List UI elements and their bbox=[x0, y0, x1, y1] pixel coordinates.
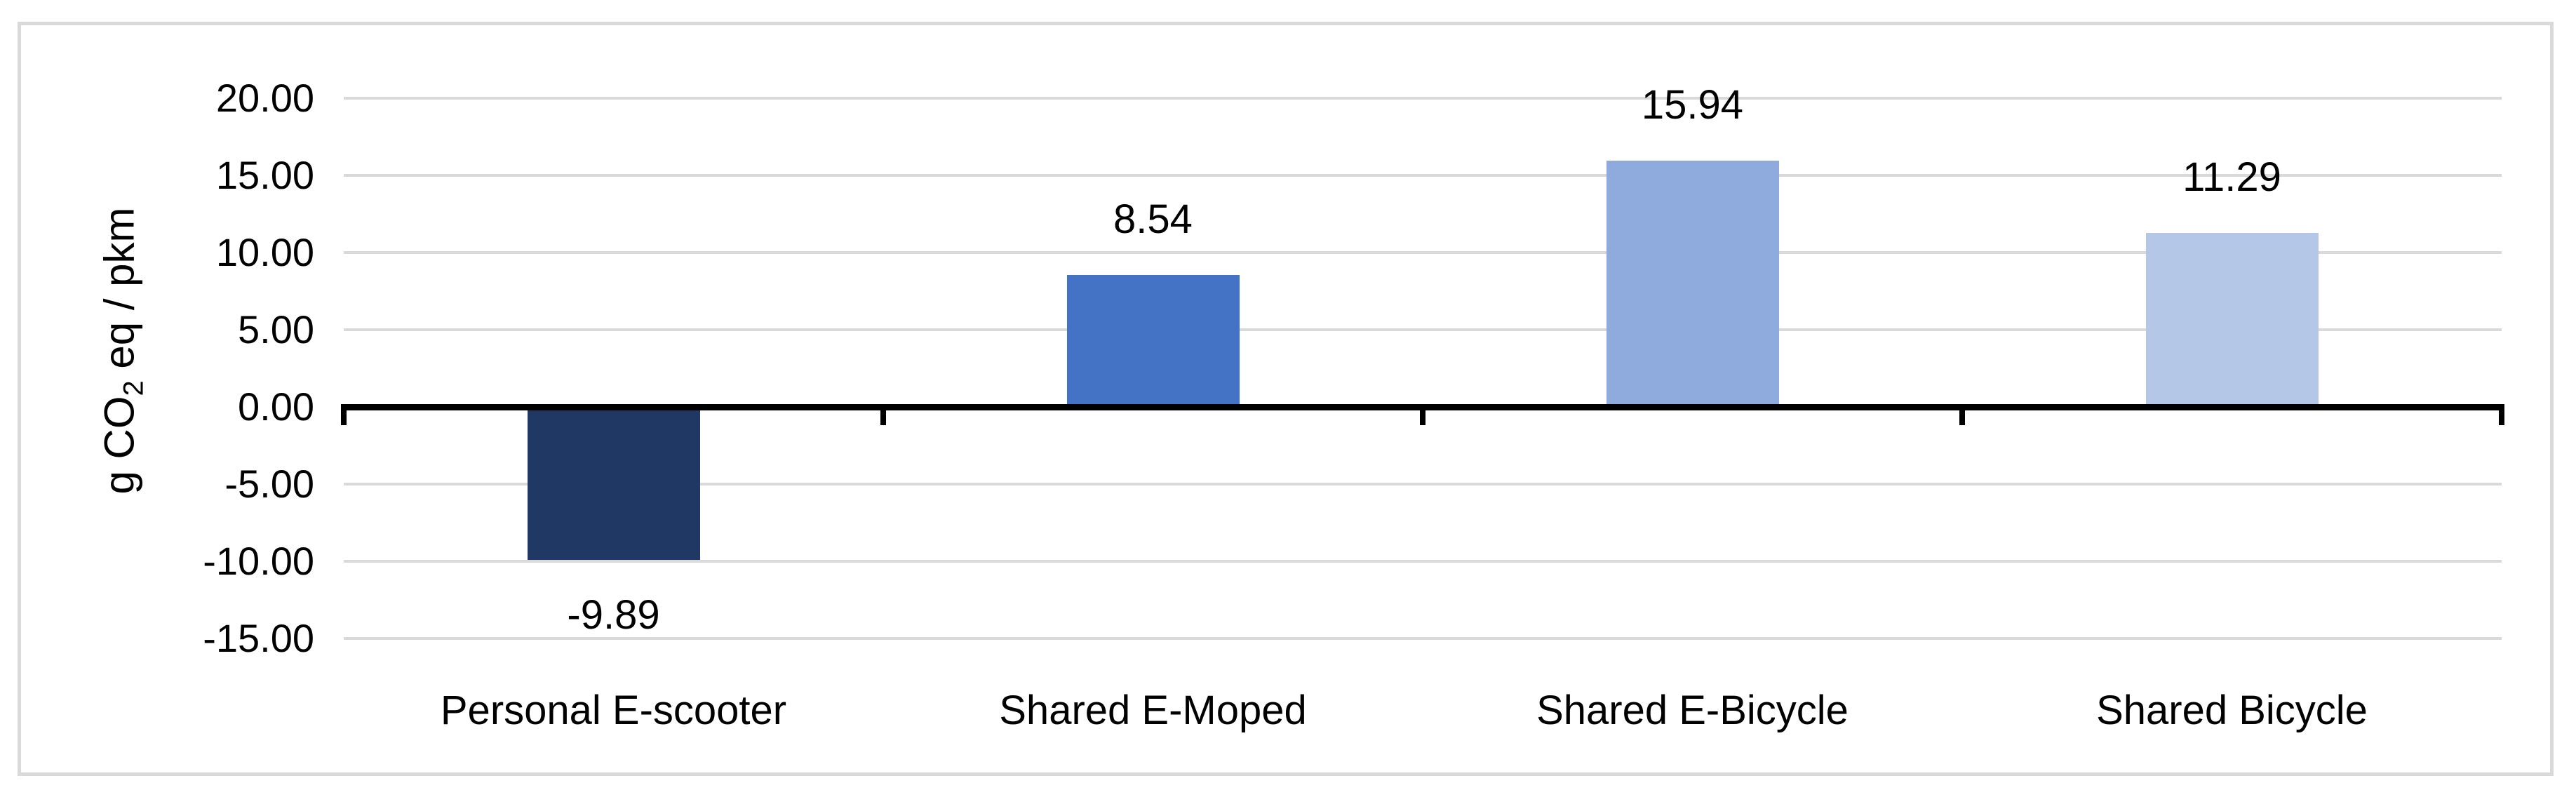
x-category-label: Shared Bicycle bbox=[2096, 688, 2368, 733]
y-tick-label: 20.00 bbox=[215, 76, 314, 120]
bar-value-label: 11.29 bbox=[2182, 154, 2281, 200]
gridline bbox=[344, 251, 2502, 254]
y-tick-label: -10.00 bbox=[203, 539, 314, 583]
x-axis-tick bbox=[341, 404, 347, 425]
bar-value-label: -9.89 bbox=[567, 591, 660, 638]
x-category-label: Shared E-Bicycle bbox=[1536, 688, 1849, 733]
x-axis-tick bbox=[1959, 404, 1965, 425]
x-axis-tick bbox=[880, 404, 886, 425]
y-tick-label: -15.00 bbox=[203, 616, 314, 660]
y-tick-label: -5.00 bbox=[224, 462, 314, 506]
chart-frame bbox=[18, 22, 2554, 776]
x-axis-tick bbox=[1420, 404, 1425, 425]
y-tick-label: 15.00 bbox=[215, 153, 314, 197]
bar-personal-e-scooter bbox=[527, 407, 700, 560]
bar-shared-e-bicycle bbox=[1606, 161, 1779, 407]
bar-shared-e-moped bbox=[1066, 275, 1240, 407]
y-tick-label: 10.00 bbox=[215, 230, 314, 274]
gridline bbox=[344, 97, 2502, 100]
bar-value-label: 15.94 bbox=[1641, 82, 1744, 128]
gridline bbox=[344, 483, 2502, 485]
x-category-label: Shared E-Moped bbox=[999, 688, 1307, 733]
gridline bbox=[344, 328, 2502, 331]
gridline bbox=[344, 637, 2502, 640]
bar-value-label: 8.54 bbox=[1113, 196, 1193, 243]
gridline bbox=[344, 560, 2502, 563]
y-tick-label: 0.00 bbox=[238, 384, 314, 429]
x-axis-tick bbox=[2499, 404, 2504, 425]
bar-shared-bicycle bbox=[2145, 232, 2319, 407]
gridline bbox=[344, 174, 2502, 177]
y-tick-label: 5.00 bbox=[238, 307, 314, 351]
x-category-label: Personal E-scooter bbox=[440, 688, 787, 733]
